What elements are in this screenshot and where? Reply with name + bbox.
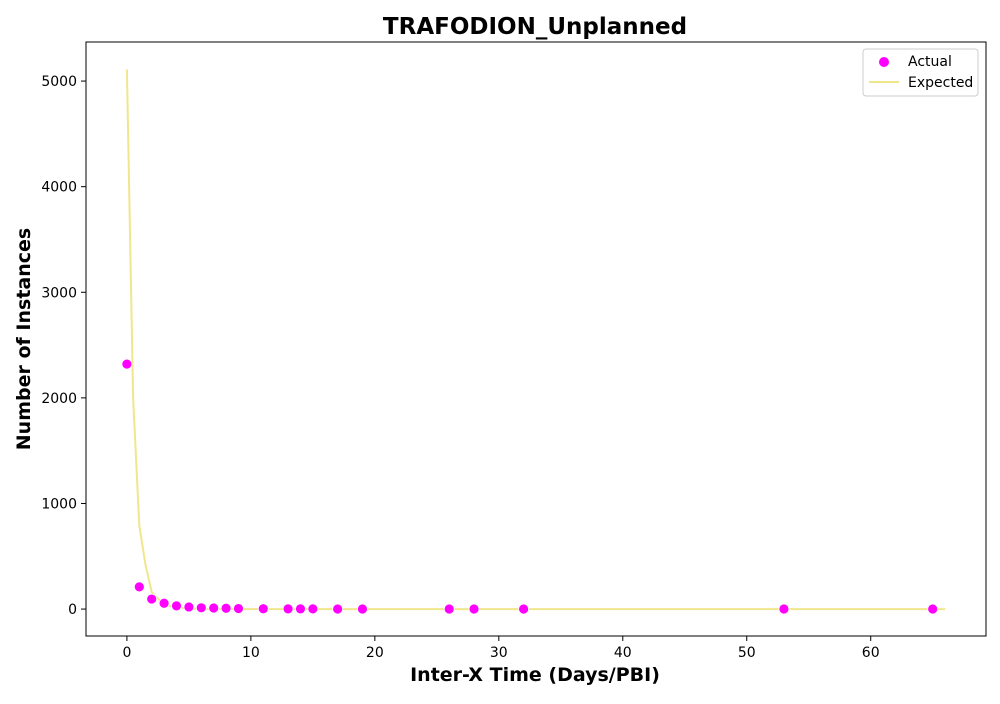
actual-point (307, 603, 319, 615)
actual-point (443, 603, 455, 615)
actual-point (257, 603, 269, 615)
x-tick-label: 0 (122, 645, 131, 661)
plot-data (121, 69, 946, 615)
x-tick-label: 50 (738, 645, 756, 661)
actual-point (468, 603, 480, 615)
legend-label-expected: Expected (908, 75, 973, 91)
actual-point (195, 602, 207, 614)
y-tick-label: 0 (68, 602, 77, 618)
y-tick-label: 3000 (41, 285, 77, 301)
actual-point (282, 603, 294, 615)
x-tick-label: 40 (614, 645, 632, 661)
legend-box (862, 48, 979, 97)
actual-point (133, 581, 145, 593)
actual-point (158, 597, 170, 609)
actual-point (183, 601, 195, 613)
plot-frame (85, 41, 987, 637)
chart-title: TRAFODION_Unplanned (383, 14, 687, 40)
actual-point (233, 603, 244, 614)
y-tick-label: 2000 (41, 391, 77, 407)
actual-point (357, 603, 368, 615)
x-tick-label: 60 (862, 645, 880, 661)
actual-point (778, 603, 790, 615)
actual-point (171, 600, 182, 612)
actual-point (208, 602, 220, 614)
actual-point (146, 593, 158, 605)
actual-point (332, 603, 344, 615)
x-tick-label: 30 (490, 645, 508, 661)
legend-marker-actual (879, 57, 889, 67)
actual-point (121, 358, 133, 370)
y-axis-label: Number of Instances (13, 228, 35, 450)
actual-point (927, 603, 939, 615)
axis-ticks: 0 10 20 30 40 50 60 0 1000 2000 3000 4000 5000 (41, 74, 879, 661)
y-tick-label: 5000 (41, 74, 77, 90)
legend-label-actual: Actual (908, 54, 952, 70)
actual-point (220, 602, 232, 614)
actual-point (518, 603, 529, 615)
y-tick-label: 4000 (41, 180, 77, 196)
y-tick-label: 1000 (41, 496, 77, 512)
chart-legend: Actual Expected (862, 48, 979, 97)
x-axis-label: Inter-X Time (Days/PBI) (410, 664, 660, 686)
x-tick-label: 20 (366, 645, 384, 661)
x-tick-label: 10 (242, 645, 260, 661)
actual-point (295, 603, 306, 615)
